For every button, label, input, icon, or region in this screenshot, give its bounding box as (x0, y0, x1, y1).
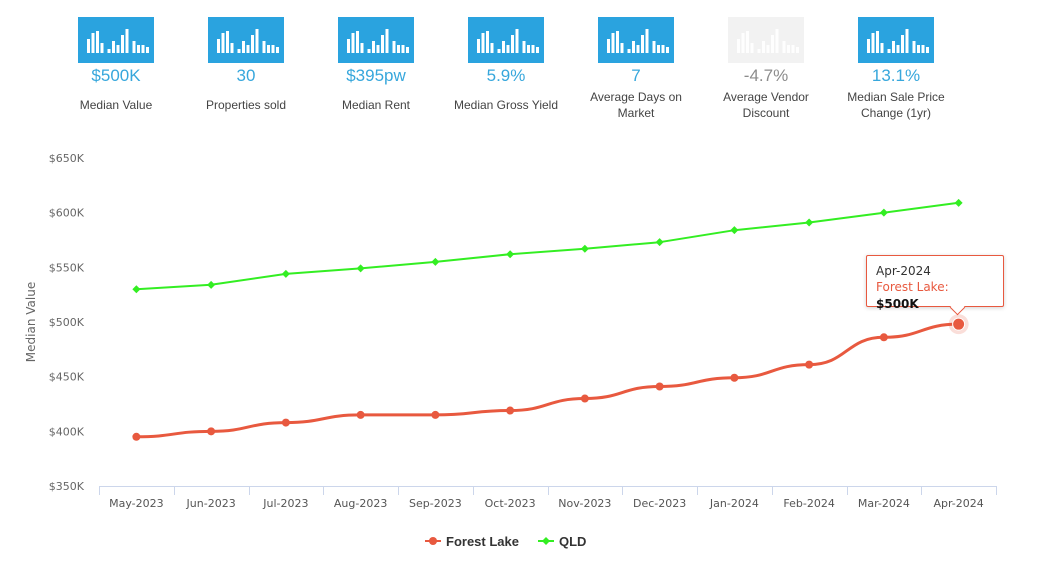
stat-median-value: $500K Median Value (56, 17, 176, 123)
stat-label: Median Value (79, 98, 153, 112)
data-point (879, 333, 888, 342)
y-tick-label: $550K (49, 261, 85, 274)
legend-label-forest-lake: Forest Lake (446, 534, 519, 549)
stat-label: Average Days on Market (590, 90, 682, 120)
data-point (954, 198, 963, 207)
stat-value: $395pw (346, 66, 406, 85)
x-tick-label: Feb-2024 (783, 497, 834, 510)
data-point (580, 244, 589, 253)
chart-tooltip: Apr-2024 Forest Lake: $500K (866, 255, 1004, 316)
data-point (281, 418, 290, 427)
data-point (952, 317, 966, 331)
data-point (207, 427, 216, 436)
stat-value: 13.1% (871, 66, 921, 85)
x-tick-label: Nov-2023 (558, 497, 611, 510)
legend-marker (542, 537, 550, 545)
x-tick-label: May-2023 (109, 497, 164, 510)
stat-value: 7 (631, 66, 641, 85)
data-point (879, 208, 888, 217)
legend-label-qld: QLD (559, 534, 586, 549)
stat-label: Median Rent (341, 98, 411, 112)
stat-average-vendor-discount: -4.7% Average Vendor Discount (706, 17, 826, 123)
stat-label: Median Sale Price Change (1yr) (847, 90, 945, 120)
y-tick-label: $400K (49, 425, 85, 438)
stat-median-rent: $395pw Median Rent (316, 17, 436, 123)
y-tick-label: $650K (49, 152, 85, 165)
y-tick-label: $450K (49, 371, 85, 384)
stat-properties-sold: 30 Properties sold (186, 17, 306, 123)
tooltip-value: $500K (876, 297, 919, 311)
data-point (506, 250, 515, 259)
bar-chart-icon (208, 17, 284, 63)
stat-label: Properties sold (205, 98, 287, 112)
x-tick-label: Apr-2024 (933, 497, 983, 510)
bar-chart-icon (78, 17, 154, 63)
stat-label: Average Vendor Discount (723, 90, 809, 120)
data-point (655, 238, 664, 247)
legend-marker (429, 537, 437, 545)
data-point (730, 226, 739, 235)
data-point (805, 360, 814, 369)
tooltip-series: Forest Lake: (876, 280, 949, 294)
x-tick-label: Jan-2024 (709, 497, 759, 510)
data-point (506, 406, 515, 415)
data-point (431, 257, 440, 266)
stats-bar: $500K Median Value 30 Properties sold $3… (0, 0, 1044, 130)
x-tick-label: Dec-2023 (633, 497, 686, 510)
tooltip-date: Apr-2024 (876, 264, 931, 278)
y-axis-title: Median Value (24, 282, 38, 362)
series-line-qld (136, 201, 959, 291)
y-tick-label: $350K (49, 480, 85, 493)
x-tick-label: Jun-2023 (186, 497, 236, 510)
data-point (132, 432, 141, 441)
data-point (655, 382, 664, 391)
stat-median-sale-price-change: 13.1% Median Sale Price Change (1yr) (836, 17, 956, 123)
stat-value: 30 (236, 66, 256, 85)
x-tick-label: Oct-2023 (485, 497, 536, 510)
bar-chart-icon (598, 17, 674, 63)
median-value-chart: $350K $400K $450K $500K $550K $600K $650K Media… (24, 152, 997, 549)
stat-average-days-on-market: 7 Average Days on Market (576, 17, 696, 123)
stat-label: Median Gross Yield (453, 98, 559, 112)
data-point (356, 410, 365, 419)
data-point (281, 269, 290, 278)
stat-median-gross-yield: 5.9% Median Gross Yield (446, 17, 566, 123)
data-point (356, 264, 365, 273)
data-point (207, 280, 216, 289)
y-tick-label: $500K (49, 316, 85, 329)
x-tick-label: Jul-2023 (262, 497, 308, 510)
data-point (580, 394, 589, 403)
data-point (132, 285, 141, 294)
data-point (805, 218, 814, 227)
stat-value: $500K (91, 66, 141, 85)
data-point (730, 373, 739, 382)
stat-value: -4.7% (743, 66, 789, 85)
stat-value: 5.9% (486, 66, 526, 85)
series-line-forest-lake (136, 322, 959, 439)
data-point (431, 410, 440, 419)
bar-chart-icon (468, 17, 544, 63)
x-tick-label: Sep-2023 (409, 497, 462, 510)
bar-chart-icon (858, 17, 934, 63)
x-tick-label: Aug-2023 (334, 497, 387, 510)
x-tick-label: Mar-2024 (858, 497, 910, 510)
bar-chart-icon (728, 17, 804, 63)
bar-chart-icon (338, 17, 414, 63)
y-tick-label: $600K (49, 207, 85, 220)
